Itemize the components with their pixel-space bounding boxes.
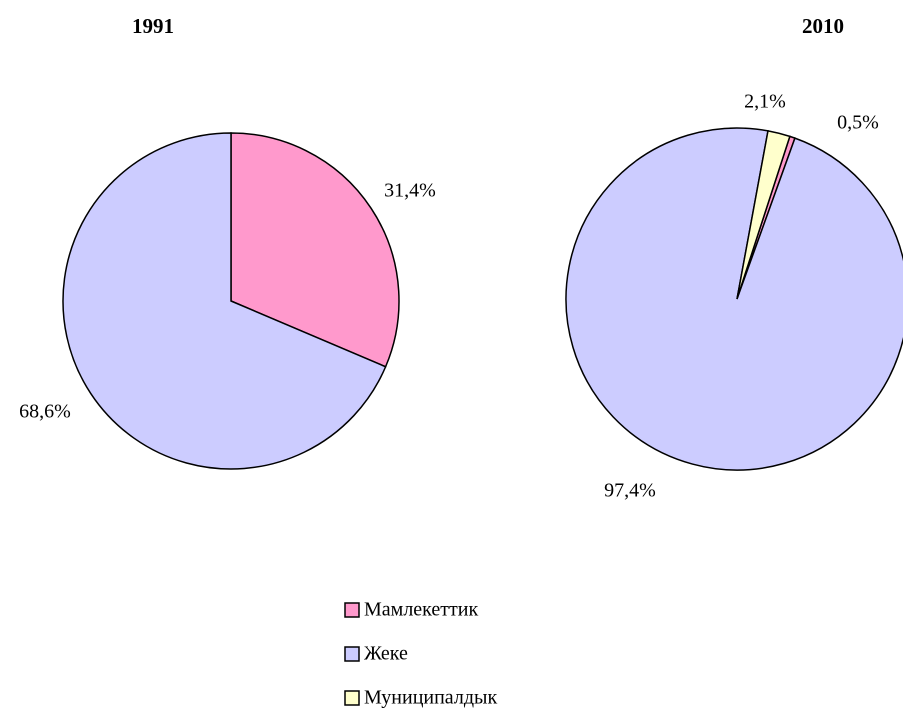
pie-slice <box>736 129 791 300</box>
legend-swatch <box>344 690 360 706</box>
data-label: 31,4% <box>384 180 436 202</box>
data-label: 68,6% <box>19 401 71 423</box>
legend-label: Муниципалдык <box>364 687 497 709</box>
data-label: 97,4% <box>604 480 656 502</box>
data-label: 2,1% <box>744 91 786 113</box>
pie-slice <box>565 127 903 471</box>
pie-slice <box>62 132 387 470</box>
legend-swatch <box>344 602 360 618</box>
data-label: 0,5% <box>837 112 879 134</box>
chart-title: 1991 <box>132 14 174 38</box>
chart-title: 2010 <box>802 14 844 38</box>
legend-label: Мамлекеттик <box>364 599 478 621</box>
legend-label: Жеке <box>364 643 408 665</box>
legend-swatch <box>344 646 360 662</box>
pie-slice <box>230 132 400 368</box>
